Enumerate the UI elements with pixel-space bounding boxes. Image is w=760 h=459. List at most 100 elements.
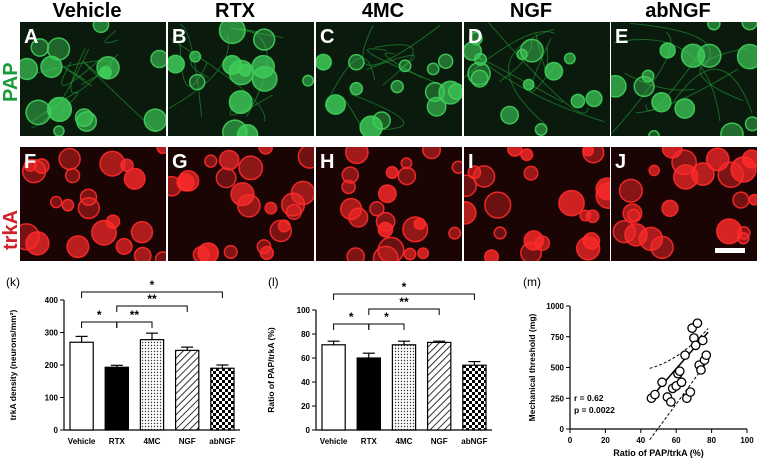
- significance-marker: **: [147, 292, 157, 306]
- micrograph-panel: I: [464, 147, 610, 261]
- y-tick-label: 0: [560, 425, 565, 434]
- y-tick-label: 100: [297, 306, 311, 315]
- x-tick-label: abNGF: [461, 437, 487, 446]
- x-tick-label: NGF: [431, 437, 448, 446]
- panel-letter: E: [615, 26, 629, 48]
- x-axis-label: Ratio of PAP/trkA (%): [613, 448, 704, 458]
- y-tick-label: 60: [301, 354, 310, 363]
- bar: [69, 341, 94, 431]
- bar: [174, 349, 200, 431]
- panel-letter: J: [615, 151, 627, 173]
- x-tick-label: RTX: [109, 437, 126, 446]
- bar: [104, 366, 130, 431]
- x-tick-label: abNGF: [209, 437, 235, 446]
- x-tick-label: 60: [672, 436, 681, 445]
- x-tick-label: Vehicle: [320, 437, 348, 446]
- y-tick-label: 750: [551, 333, 565, 342]
- significance-marker: *: [402, 280, 407, 294]
- significance-bracket: [368, 323, 405, 330]
- x-tick-label: 0: [568, 436, 573, 445]
- y-tick-label: 0: [54, 426, 59, 435]
- y-axis-label: Ratio of PAP/trkA (%): [266, 327, 276, 413]
- significance-marker: *: [97, 308, 102, 322]
- column-header-ngf: NGF: [509, 0, 553, 22]
- data-point: [701, 350, 712, 361]
- bar: [462, 364, 487, 431]
- y-tick-label: 500: [551, 364, 565, 373]
- column-header-vehicle: Vehicle: [52, 0, 122, 22]
- column-header-rtx: RTX: [215, 0, 255, 22]
- significance-marker: **: [399, 295, 409, 309]
- micrograph-panel: J: [611, 147, 757, 261]
- panel-label: (k): [6, 275, 20, 289]
- bar-chart-pap-trka-ratio: (l) 0 20 40 60 80 100 Ratio of PAP/trkA (%) Vehi…: [266, 275, 492, 446]
- x-tick-label: NGF: [179, 437, 196, 446]
- data-point: [674, 366, 685, 377]
- panel-letter: I: [468, 151, 474, 173]
- x-tick-label: 4MC: [396, 437, 413, 446]
- stats-annotation: r = 0.62: [574, 393, 604, 403]
- panel-letter: B: [172, 26, 187, 48]
- confidence-band-upper: [649, 328, 709, 369]
- bar: [139, 339, 165, 431]
- micrograph-panel: E: [611, 22, 757, 136]
- x-tick-label: Vehicle: [68, 437, 96, 446]
- data-point: [696, 365, 706, 375]
- micrograph-panel: G: [168, 147, 314, 261]
- micrograph-panel: C: [316, 22, 462, 136]
- y-tick-label: 400: [45, 296, 59, 305]
- scale-bar: [715, 248, 745, 253]
- significance-bracket: [368, 308, 440, 315]
- significance-bracket: [81, 291, 223, 298]
- column-header-4mc: 4MC: [361, 0, 405, 22]
- data-point: [680, 350, 690, 361]
- y-axis-label: trkA density (neurons/mm²): [8, 309, 18, 420]
- data-point: [692, 318, 703, 329]
- significance-marker: *: [384, 310, 389, 324]
- panel-letter: H: [320, 151, 335, 173]
- panel-letter: G: [172, 151, 188, 173]
- panel-label: (l): [268, 275, 279, 289]
- data-point: [685, 387, 696, 397]
- significance-bracket: [333, 323, 370, 330]
- x-tick-label: 40: [636, 436, 645, 445]
- stats-annotation: p = 0.0022: [574, 405, 615, 415]
- x-tick-label: 100: [740, 436, 754, 445]
- y-tick-label: 80: [301, 330, 310, 339]
- bar: [321, 344, 346, 431]
- y-tick-label: 0: [306, 426, 311, 435]
- panel-letter: D: [468, 26, 483, 48]
- data-point: [650, 389, 660, 400]
- micrograph-panel: F: [20, 147, 166, 261]
- significance-bracket: [116, 305, 188, 312]
- y-tick-label: 200: [45, 361, 59, 370]
- panel-label: (m): [523, 275, 541, 289]
- significance-marker: *: [349, 310, 354, 324]
- bar-chart-trka-density: (k) 0 100 200 300 400 trkA density (neurons/mm…: [6, 275, 240, 446]
- x-tick-label: 4MC: [144, 437, 161, 446]
- column-header-abngf: abNGF: [645, 0, 711, 22]
- significance-bracket: [116, 321, 153, 328]
- y-tick-label: 100: [45, 394, 59, 403]
- significance-bracket: [81, 321, 118, 328]
- y-tick-label: 20: [301, 402, 310, 411]
- significance-marker: *: [150, 278, 155, 292]
- significance-bracket: [333, 293, 475, 300]
- data-point: [690, 340, 701, 351]
- significance-marker: **: [130, 308, 140, 322]
- y-tick-label: 300: [45, 329, 59, 338]
- y-axis-label: Mechanical threshold (mg): [527, 313, 537, 421]
- bar: [356, 357, 382, 431]
- panel-letter: A: [24, 26, 39, 48]
- micrograph-panel: A: [20, 22, 166, 136]
- bar: [210, 367, 235, 431]
- y-tick-label: 40: [301, 378, 310, 387]
- micrograph-panel: B: [168, 22, 314, 136]
- bar: [391, 344, 417, 431]
- x-tick-label: RTX: [361, 437, 378, 446]
- x-tick-label: 20: [601, 436, 610, 445]
- data-point: [697, 335, 708, 346]
- data-point: [666, 397, 676, 407]
- scatter-threshold-vs-ratio: (m) 0 250 500 750 1000 0 20 40 60 80 100 Mechanical …: [523, 275, 754, 458]
- data-point: [676, 377, 687, 388]
